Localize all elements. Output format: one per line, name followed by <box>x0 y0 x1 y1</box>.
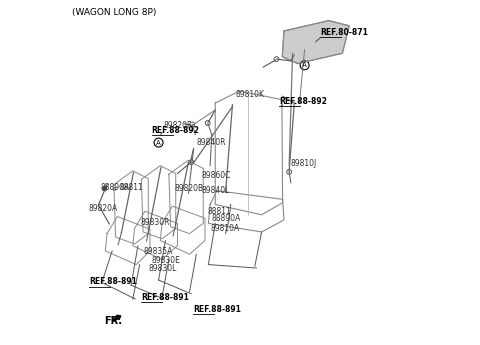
Text: 89820A: 89820A <box>89 204 118 213</box>
Text: 89820F: 89820F <box>164 121 192 130</box>
Text: 89830L: 89830L <box>149 264 177 273</box>
Text: 89820B: 89820B <box>174 185 203 194</box>
Circle shape <box>103 187 107 191</box>
Text: 89835A: 89835A <box>143 247 172 256</box>
Text: 89810J: 89810J <box>291 159 317 168</box>
Text: 88890A: 88890A <box>101 184 130 193</box>
Text: 88811: 88811 <box>208 207 231 216</box>
Text: 88890A: 88890A <box>212 214 241 223</box>
Text: 89830E: 89830E <box>151 256 180 265</box>
Text: REF.88-891: REF.88-891 <box>193 305 241 314</box>
Text: 89810K: 89810K <box>236 90 265 99</box>
Text: REF.88-892: REF.88-892 <box>279 97 327 106</box>
Text: 89830R: 89830R <box>140 218 170 227</box>
Text: REF.88-891: REF.88-891 <box>142 293 189 302</box>
Polygon shape <box>282 21 349 63</box>
Text: REF.88-891: REF.88-891 <box>89 277 137 286</box>
Text: FR.: FR. <box>104 316 122 326</box>
FancyArrow shape <box>113 315 121 321</box>
Text: (WAGON LONG 8P): (WAGON LONG 8P) <box>72 8 156 17</box>
Text: REF.80-871: REF.80-871 <box>320 28 368 37</box>
Text: 89860C: 89860C <box>202 171 231 180</box>
Text: REF.88-892: REF.88-892 <box>152 126 200 135</box>
Text: A: A <box>156 140 161 146</box>
Text: 89810A: 89810A <box>210 224 240 233</box>
Text: A: A <box>302 62 307 68</box>
Text: 88811: 88811 <box>119 183 143 192</box>
Text: 89840L: 89840L <box>202 186 230 195</box>
Text: 89840R: 89840R <box>196 138 226 147</box>
